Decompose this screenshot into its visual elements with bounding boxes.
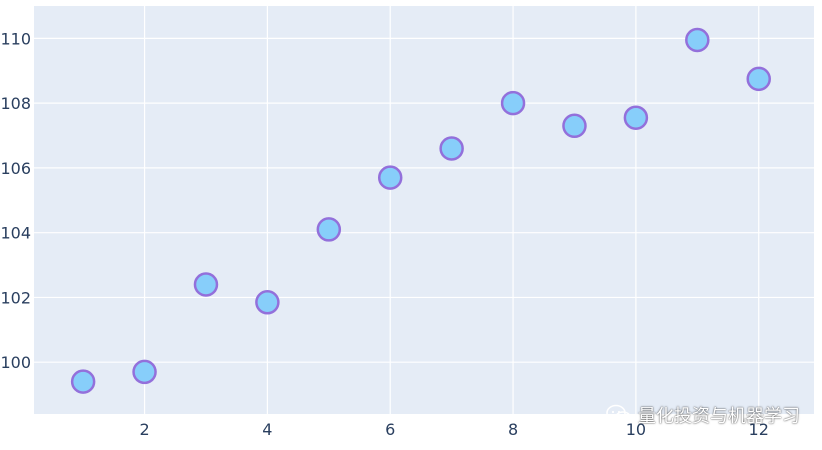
data-point	[685, 27, 710, 53]
data-point	[377, 165, 403, 190]
data-point	[623, 105, 649, 130]
data-points	[70, 27, 771, 394]
x-tick-labels: 2 4 6 8 10 12	[139, 420, 768, 439]
data-point	[132, 359, 157, 385]
wechat-icon	[606, 404, 632, 425]
data-point	[193, 272, 219, 297]
data-point	[500, 90, 526, 116]
y-tick-labels: 100 102 104 106 108 110	[0, 29, 31, 372]
y-tick-label: 102	[0, 288, 31, 307]
data-point	[439, 136, 464, 161]
x-tick-label: 4	[262, 420, 272, 439]
x-tick-label: 12	[749, 420, 769, 439]
x-tick-label: 2	[139, 420, 149, 439]
plot-background	[34, 6, 814, 414]
watermark: 量化投资与机器学习	[606, 402, 800, 428]
x-tick-label: 8	[508, 420, 518, 439]
data-point	[746, 66, 771, 92]
data-point	[562, 113, 587, 139]
data-point	[70, 369, 96, 394]
watermark-text: 量化投资与机器学习	[638, 406, 800, 427]
x-tick-label: 10	[626, 420, 646, 439]
y-tick-label: 106	[0, 159, 31, 178]
y-tick-label: 108	[0, 94, 31, 113]
y-tick-label: 110	[0, 29, 31, 48]
x-tick-label: 6	[385, 420, 395, 439]
data-point	[316, 217, 342, 242]
y-tick-label: 100	[0, 353, 31, 372]
y-tick-label: 104	[0, 224, 31, 243]
data-point	[255, 290, 280, 315]
